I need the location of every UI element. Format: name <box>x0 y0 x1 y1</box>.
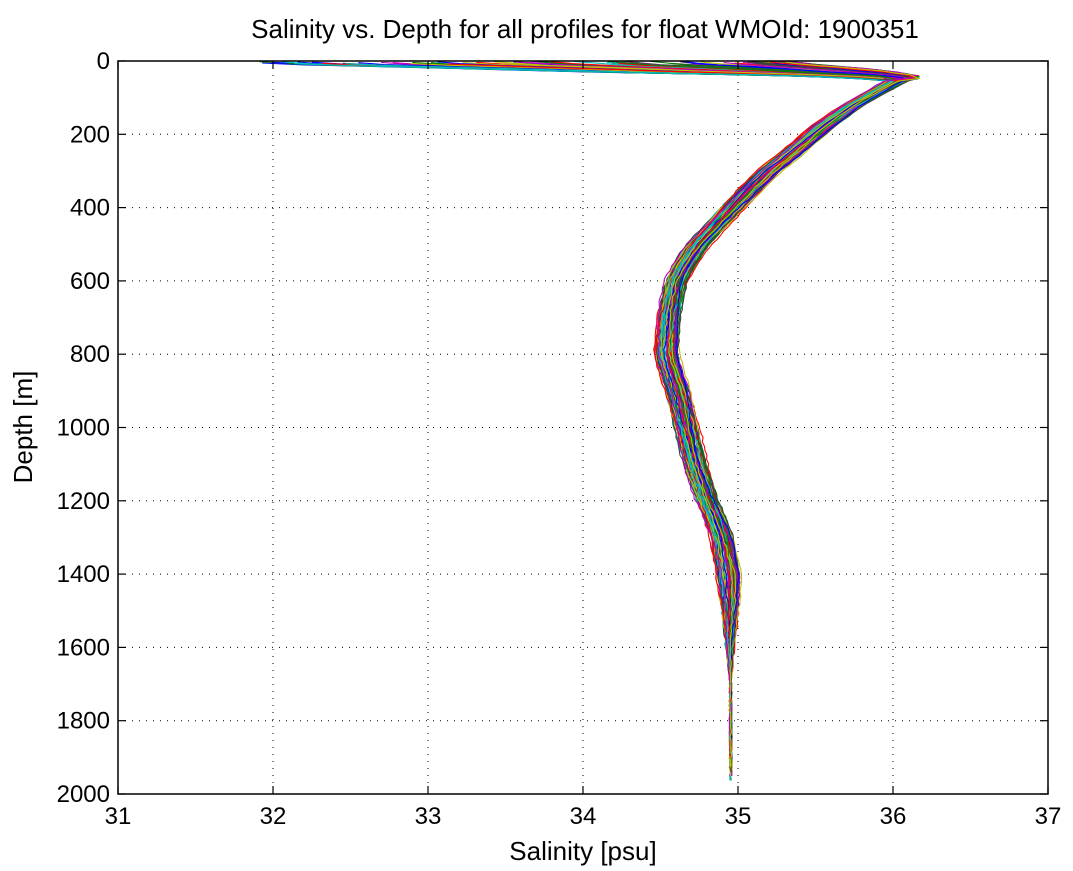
y-tick-label: 200 <box>70 121 110 148</box>
profile-line <box>655 61 914 750</box>
x-tick-label: 34 <box>570 803 597 830</box>
x-tick-label: 35 <box>725 803 752 830</box>
profile-line <box>676 62 914 768</box>
grid-lines <box>118 61 1048 794</box>
y-axis-label: Depth [m] <box>8 371 38 484</box>
chart-title: Salinity vs. Depth for all profiles for … <box>251 14 919 44</box>
x-tick-label: 36 <box>880 803 907 830</box>
x-tick-label: 33 <box>415 803 442 830</box>
x-tick-labels: 31 32 33 34 35 36 37 <box>105 803 1062 830</box>
y-tick-labels: 0 200 400 600 800 1000 1200 1400 1600 1800 2000 <box>57 48 110 808</box>
x-tick-label: 32 <box>260 803 287 830</box>
y-tick-label: 600 <box>70 268 110 295</box>
profile-line <box>668 61 921 768</box>
x-axis-label: Salinity [psu] <box>509 836 656 866</box>
profile-line <box>437 61 899 759</box>
tick-marks <box>117 60 1049 795</box>
y-tick-label: 1400 <box>57 561 110 588</box>
x-tick-label: 37 <box>1035 803 1062 830</box>
x-tick-label: 31 <box>105 803 132 830</box>
profile-line <box>447 63 901 746</box>
y-tick-label: 400 <box>70 195 110 222</box>
y-tick-label: 1800 <box>57 708 110 735</box>
profile-line <box>657 60 918 746</box>
profile-line <box>654 61 917 759</box>
y-tick-label: 1600 <box>57 634 110 661</box>
profile-lines <box>259 60 921 781</box>
y-tick-label: 1200 <box>57 488 110 515</box>
y-tick-label: 800 <box>70 341 110 368</box>
y-tick-label: 0 <box>97 48 110 75</box>
y-tick-label: 2000 <box>57 781 110 808</box>
y-tick-label: 1000 <box>57 415 110 442</box>
